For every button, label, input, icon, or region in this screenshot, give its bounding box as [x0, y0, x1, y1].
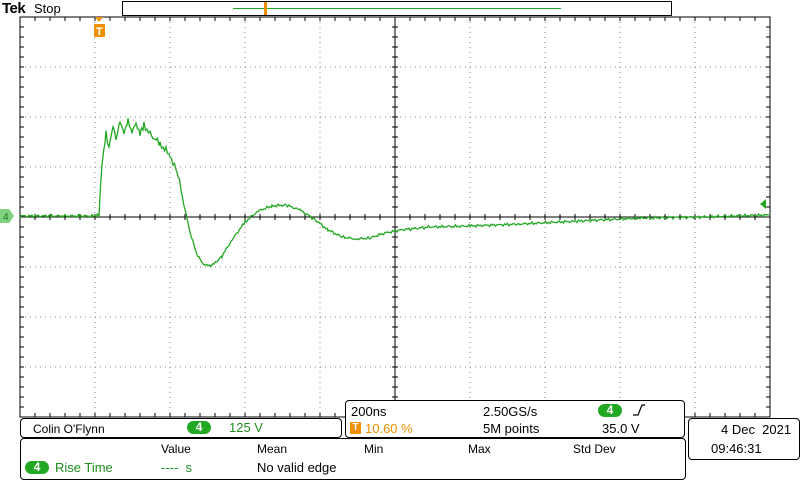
measurement-note: No valid edge — [257, 460, 337, 475]
record-window-line — [233, 8, 561, 9]
trigger-level: 35.0 V — [602, 421, 640, 436]
record-trigger-marker — [264, 2, 267, 15]
top-status-bar: Tek Stop — [0, 0, 800, 17]
channel-scale: 125 V — [229, 420, 263, 435]
record-view-bar[interactable] — [122, 1, 672, 16]
trigger-icon: T — [350, 422, 361, 434]
trigger-source-badge[interactable]: 4 — [598, 404, 622, 417]
acquisition-status: Stop — [34, 1, 61, 16]
header-max: Max — [468, 442, 491, 456]
header-std-dev: Std Dev — [573, 442, 616, 456]
measurement-value: ---- s — [161, 460, 193, 475]
header-mean: Mean — [257, 442, 288, 456]
measurement-name: Rise Time — [55, 460, 113, 475]
trigger-level-marker[interactable] — [760, 199, 766, 209]
sample-rate: 2.50GS/s — [483, 404, 538, 419]
channel-info-panel[interactable]: Colin O'Flynn 4 125 V — [20, 418, 342, 438]
measurement-channel-badge: 4 — [25, 461, 49, 474]
timebase: 200ns — [351, 404, 387, 419]
channel-4-waveform — [19, 118, 770, 268]
acquisition-panel[interactable]: 200ns 2.50GS/s 4 T 10.60 % 5M points 35.… — [345, 400, 685, 438]
brand-logo: Tek — [2, 0, 26, 17]
header-value: Value — [161, 442, 191, 456]
record-length: 5M points — [483, 421, 540, 436]
ground-marker-label: 4 — [3, 212, 9, 223]
trigger-position: 10.60 % — [365, 421, 413, 436]
rising-edge-icon — [633, 404, 645, 416]
time: 09:46:31 — [711, 441, 762, 456]
date: 4 Dec 2021 — [721, 422, 792, 437]
trigger-position-marker[interactable]: T — [94, 17, 105, 38]
header-min: Min — [364, 442, 384, 456]
measurement-panel[interactable]: Value Mean Min Max Std Dev 4 Rise Time -… — [20, 438, 686, 480]
channel-badge[interactable]: 4 — [187, 421, 211, 434]
channel-4-ground-marker[interactable]: 4 — [0, 209, 14, 223]
trigger-marker-label: T — [96, 26, 103, 38]
datetime-panel[interactable]: 4 Dec 2021 09:46:31 — [688, 418, 800, 460]
custom-label: Colin O'Flynn — [33, 422, 105, 436]
